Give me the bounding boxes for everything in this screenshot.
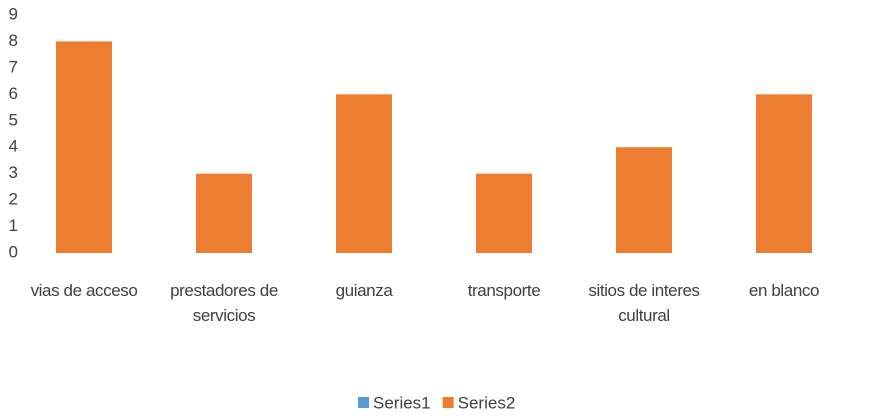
y-tick-label: 2: [9, 190, 18, 209]
x-tick-label: transporte: [467, 281, 541, 300]
y-tick-label: 4: [9, 137, 18, 156]
bar: [196, 173, 252, 253]
y-tick-label: 3: [9, 163, 18, 182]
legend-swatch: [442, 397, 454, 408]
legend-label: Series2: [458, 393, 516, 412]
y-tick-label: 8: [9, 31, 18, 50]
y-tick-label: 1: [9, 216, 18, 235]
x-tick-label: sitios de interes cultural: [588, 281, 700, 325]
x-tick-label: vias de acceso: [30, 281, 138, 300]
x-tick-label: en blanco: [748, 281, 820, 300]
bar: [756, 94, 812, 253]
y-tick-label: 6: [9, 84, 18, 103]
legend-swatch: [358, 397, 369, 408]
y-tick-label: 0: [9, 242, 18, 261]
bar: [336, 94, 392, 253]
x-tick-label: guianza: [335, 281, 393, 300]
y-tick-label: 9: [9, 4, 18, 23]
x-tick-label: prestadores de servicios: [170, 281, 278, 325]
bar: [56, 41, 112, 253]
y-tick-label: 7: [9, 57, 18, 76]
bar: [616, 147, 672, 253]
bar: [476, 173, 532, 253]
legend-label: Series1: [373, 393, 431, 412]
y-tick-label: 5: [9, 110, 18, 129]
